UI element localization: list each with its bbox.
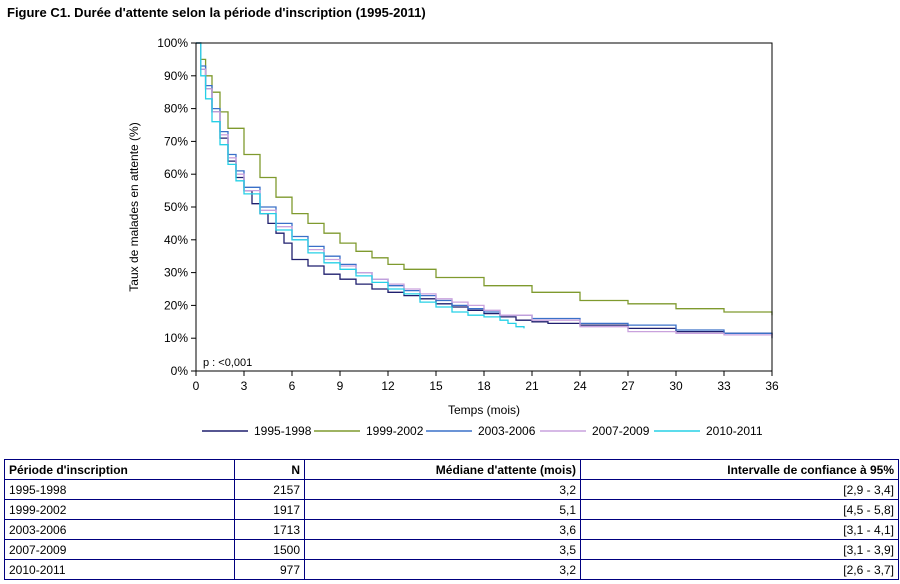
series-line-1999-2002 — [196, 42, 773, 316]
y-tick-label: 10% — [164, 331, 188, 345]
x-tick-label: 36 — [765, 379, 779, 393]
x-tick-label: 12 — [381, 379, 395, 393]
y-axis: 0% 10% 20% 30% 40% 50% 60% 70% 80% 90% 100% — [157, 36, 196, 378]
cell-mediane: 5,1 — [304, 499, 581, 520]
legend: 1995-1998 1999-2002 2003-2006 2007-2009 2010… — [202, 424, 763, 438]
x-tick-label: 6 — [289, 379, 296, 393]
legend-label: 2010-2011 — [706, 424, 763, 438]
cell-intervalle: [3,1 - 3,9] — [580, 539, 899, 560]
legend-label: 2007-2009 — [592, 424, 650, 438]
cell-n: 977 — [234, 559, 305, 580]
cell-periode: 2010-2011 — [4, 559, 235, 580]
survival-chart: 0 3 6 9 12 15 18 21 24 27 30 33 36 0%10%20%30%40%50%… — [127, 36, 779, 438]
y-tick-label: 0% — [171, 364, 189, 378]
cell-intervalle: [2,9 - 3,4] — [580, 479, 899, 500]
x-tick-label: 15 — [429, 379, 443, 393]
header-intervalle: Intervalle de confiance à 95% — [580, 459, 899, 480]
cell-mediane: 3,6 — [304, 519, 581, 540]
cell-intervalle: [4,5 - 5,8] — [580, 499, 899, 520]
y-tick-label: 90% — [164, 69, 188, 83]
x-axis-label: Temps (mois) — [448, 403, 520, 417]
y-tick-label: 30% — [164, 266, 188, 280]
table-header-row: Période d'inscription N Médiane d'attent… — [4, 459, 899, 480]
cell-intervalle: [2,6 - 3,7] — [580, 559, 899, 580]
cell-n: 1500 — [234, 539, 305, 560]
series-line-2010-2011 — [196, 42, 525, 329]
header-mediane: Médiane d'attente (mois) — [304, 459, 581, 480]
x-tick-label: 0 — [193, 379, 200, 393]
x-axis: 0 3 6 9 12 15 18 21 24 27 30 33 36 — [193, 371, 779, 393]
x-tick-label: 3 — [241, 379, 248, 393]
series-line-2003-2006 — [196, 42, 773, 335]
y-tick-label: 40% — [164, 233, 188, 247]
x-tick-label: 33 — [717, 379, 731, 393]
y-axis-label: Taux de malades en attente (%) — [127, 122, 141, 291]
header-n: N — [234, 459, 305, 480]
cell-mediane: 3,5 — [304, 539, 581, 560]
series-line-1995-1998 — [196, 42, 773, 339]
x-tick-label: 21 — [525, 379, 539, 393]
legend-label: 1995-1998 — [254, 424, 312, 438]
x-tick-label: 24 — [573, 379, 587, 393]
table-row: 1999-2002 1917 5,1 [4,5 - 5,8] — [4, 499, 899, 520]
p-value-annotation: p : <0,001 — [203, 357, 252, 369]
y-tick-label: 60% — [164, 167, 188, 181]
cell-n: 2157 — [234, 479, 305, 500]
cell-periode: 1995-1998 — [4, 479, 235, 500]
series-line-2007-2009 — [196, 42, 773, 337]
y-tick-label: 100% — [157, 36, 188, 50]
legend-label: 1999-2002 — [366, 424, 424, 438]
x-tick-label: 9 — [337, 379, 344, 393]
y-tick-label: 50% — [164, 200, 188, 214]
plot-frame — [195, 42, 773, 372]
table-row: 2003-2006 1713 3,6 [3,1 - 4,1] — [4, 519, 899, 540]
y-tick-label: 70% — [164, 134, 188, 148]
cell-intervalle: [3,1 - 4,1] — [580, 519, 899, 540]
x-tick-label: 30 — [669, 379, 683, 393]
cell-periode: 1999-2002 — [4, 499, 235, 520]
cell-n: 1917 — [234, 499, 305, 520]
cell-periode: 2007-2009 — [4, 539, 235, 560]
cell-mediane: 3,2 — [304, 559, 581, 580]
cell-n: 1713 — [234, 519, 305, 540]
y-tick-label: 20% — [164, 298, 188, 312]
header-periode: Période d'inscription — [4, 459, 235, 480]
table-row: 2010-2011 977 3,2 [2,6 - 3,7] — [4, 559, 899, 580]
legend-label: 2003-2006 — [478, 424, 536, 438]
x-tick-label: 18 — [477, 379, 491, 393]
figure-title: Figure C1. Durée d'attente selon la péri… — [7, 5, 426, 20]
table-row: 1995-1998 2157 3,2 [2,9 - 3,4] — [4, 479, 899, 500]
series-layer — [196, 42, 773, 339]
cell-mediane: 3,2 — [304, 479, 581, 500]
table-row: 2007-2009 1500 3,5 [3,1 - 3,9] — [4, 539, 899, 560]
cell-periode: 2003-2006 — [4, 519, 235, 540]
y-tick-label: 80% — [164, 102, 188, 116]
results-table: Période d'inscription N Médiane d'attent… — [4, 459, 899, 580]
x-tick-label: 27 — [621, 379, 635, 393]
